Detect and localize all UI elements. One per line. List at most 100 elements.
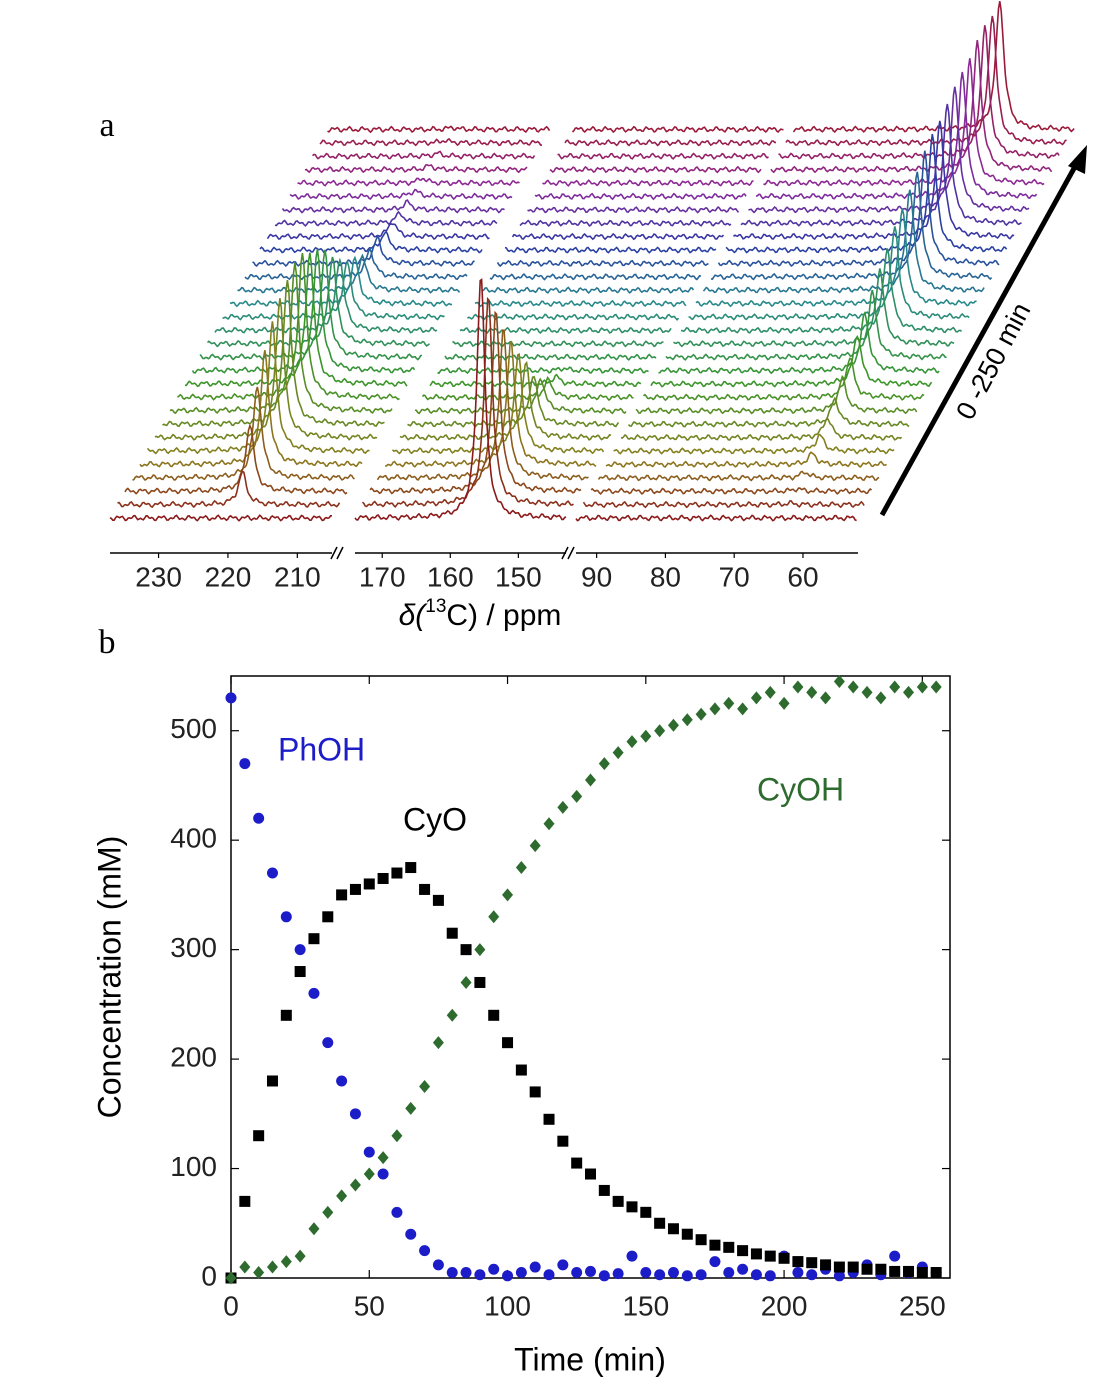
point <box>764 1270 776 1282</box>
point <box>460 975 472 989</box>
point <box>377 1151 389 1165</box>
series-label: CyO <box>403 801 467 837</box>
point <box>585 1265 596 1277</box>
label-sup: 13 <box>425 596 446 617</box>
spectrum-trace <box>590 487 873 496</box>
point <box>515 861 527 875</box>
point <box>695 1269 707 1281</box>
y-tick-label: 400 <box>170 823 217 854</box>
point <box>792 1256 804 1268</box>
point <box>695 1234 707 1246</box>
spectrum-trace <box>717 150 1000 268</box>
point <box>654 724 666 738</box>
spectrum-trace <box>527 205 740 214</box>
point <box>405 1101 417 1115</box>
x-axis-label: Time (min) <box>514 1341 666 1377</box>
y-tick-label: 0 <box>201 1260 217 1291</box>
spectrum-trace <box>289 188 513 201</box>
point <box>820 691 832 705</box>
spectrum-trace <box>673 268 955 348</box>
point <box>446 927 458 939</box>
series <box>225 692 942 1282</box>
spectrum-trace <box>650 334 933 388</box>
point <box>460 944 472 956</box>
point <box>280 911 292 923</box>
point <box>529 1086 541 1098</box>
point <box>930 1267 942 1279</box>
spectrum-trace <box>620 416 903 442</box>
point <box>405 1228 417 1240</box>
point <box>778 1252 790 1264</box>
point <box>336 889 348 901</box>
spectrum-trace <box>627 396 910 428</box>
point <box>764 1250 776 1262</box>
point <box>391 1206 403 1218</box>
spectrum-trace <box>489 272 702 281</box>
spectrum-trace <box>124 423 348 495</box>
point <box>598 1184 610 1196</box>
point <box>543 1269 555 1281</box>
label-part: δ( <box>399 599 429 632</box>
point <box>875 691 887 705</box>
point <box>419 1245 431 1257</box>
point <box>529 1261 541 1273</box>
x-tick-label: 80 <box>650 561 681 592</box>
point <box>502 1270 514 1282</box>
point <box>806 685 818 699</box>
point <box>253 812 265 824</box>
spectrum-trace <box>199 249 423 361</box>
point <box>612 746 624 760</box>
spectrum-trace <box>582 500 865 509</box>
point <box>667 718 679 732</box>
spectrum-trace <box>146 321 370 455</box>
point <box>446 1008 458 1022</box>
point <box>723 696 735 710</box>
spectrum-trace <box>763 58 1045 187</box>
point <box>432 1036 444 1050</box>
axis-break <box>561 546 575 560</box>
spectrum-trace <box>222 260 445 321</box>
x-tick-label: 70 <box>719 561 750 592</box>
point <box>695 707 707 721</box>
spectrum-trace <box>311 150 536 160</box>
y-tick-label: 100 <box>170 1151 217 1182</box>
point <box>419 1079 431 1093</box>
point <box>571 1267 583 1279</box>
spectrum-trace <box>319 137 542 147</box>
point <box>460 1267 472 1279</box>
x-axis-label: δ(13C) / ppm <box>399 596 562 632</box>
point <box>502 888 514 902</box>
point <box>737 702 749 716</box>
spectrum-trace <box>437 366 649 375</box>
point <box>598 1270 610 1282</box>
spectrum-trace <box>740 103 1022 227</box>
y-tick-label: 500 <box>170 713 217 744</box>
point <box>557 800 569 814</box>
point <box>681 713 693 727</box>
point <box>266 867 278 879</box>
point <box>916 680 928 694</box>
point <box>308 987 320 999</box>
point <box>833 1261 845 1273</box>
spectrum-trace <box>252 235 475 267</box>
y-tick-label: 300 <box>170 932 217 963</box>
series <box>225 862 942 1284</box>
point <box>737 1263 749 1275</box>
point <box>750 1248 762 1260</box>
spectrum-trace <box>399 360 612 441</box>
spectrum-trace <box>354 278 567 521</box>
spectrum-trace <box>770 39 1053 174</box>
spectrum-trace <box>421 375 634 402</box>
point <box>612 1195 624 1207</box>
spectrum-trace <box>214 257 438 334</box>
spectrum-trace <box>534 192 747 201</box>
spectrum-trace <box>266 223 490 241</box>
point <box>889 1250 901 1262</box>
point <box>847 1261 859 1273</box>
point <box>667 1223 679 1235</box>
point <box>792 1267 804 1279</box>
point <box>294 966 306 978</box>
point <box>432 1259 444 1271</box>
point <box>529 839 541 853</box>
x-tick-label: 250 <box>899 1290 946 1321</box>
